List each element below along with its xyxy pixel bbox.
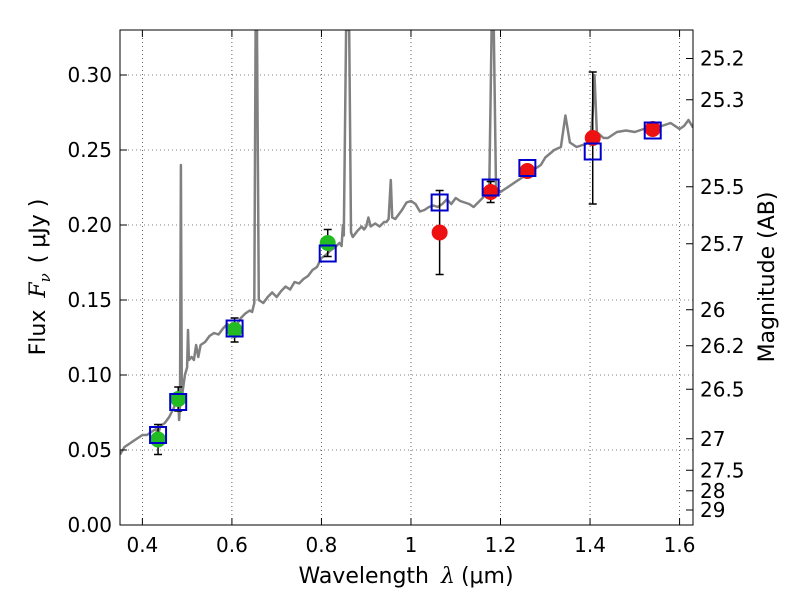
y-tick-label: 0.00: [67, 513, 112, 537]
x-axis-label-unit: (μm): [461, 564, 514, 589]
x-axis-label: Wavelength λ (μm): [298, 564, 513, 589]
model-photometry-square: [318, 244, 337, 263]
y-axis-label-unit: ( μJy ): [26, 199, 51, 264]
model-photometry-square: [643, 121, 662, 140]
tick-marks: [120, 30, 693, 526]
y2-tick-label: 28: [700, 479, 725, 503]
model-photometry-square: [430, 193, 449, 212]
y2-tick-label: 25.2: [700, 47, 745, 71]
y2-tick-label: 27: [700, 427, 725, 451]
y-tick-labels: 0.00 0.05 0.10 0.15 0.20 0.25 0.30: [67, 63, 112, 537]
x-tick-label: 0.6: [216, 533, 248, 557]
optical-point: [150, 431, 167, 448]
y-tick-label: 0.30: [67, 63, 112, 87]
spectrum-line: [120, 30, 693, 456]
model-photometry-square: [149, 426, 168, 444]
x-tick-label: 1.6: [664, 533, 696, 557]
x-tick-label: 1: [405, 533, 418, 557]
model-photometry-square: [583, 142, 602, 161]
model-photometry-square: [169, 393, 188, 411]
y2-tick-label: 25.7: [700, 232, 745, 256]
y-axis-label-prefix: Flux: [26, 310, 51, 356]
x-axis-label-prefix: Wavelength: [298, 564, 429, 589]
ir-point: [482, 184, 499, 200]
x-tick-label: 0.8: [306, 533, 338, 557]
optical-point: [319, 235, 336, 251]
y-tick-label: 0.05: [67, 438, 112, 462]
y-tick-label: 0.20: [67, 213, 112, 237]
y2-tick-label: 26: [700, 298, 725, 322]
x-tick-label: 0.4: [126, 533, 158, 557]
x-tick-label: 1.4: [574, 533, 606, 557]
y2-tick-label: 27.5: [700, 458, 745, 482]
x-axis-label-symbol: λ: [440, 564, 455, 589]
ir-point: [431, 224, 448, 241]
y-axis-label-subscript: ν: [36, 273, 54, 282]
plot-frame: [119, 29, 694, 526]
model-spectrum: [120, 30, 693, 456]
y-tick-label: 0.10: [67, 363, 112, 387]
x-tick-labels: 0.4 0.6 0.8 1 1.2 1.4 1.6: [126, 533, 695, 557]
model-photometry-square: [518, 159, 537, 177]
y-tick-label: 0.15: [67, 288, 112, 312]
y2-tick-label: 25.5: [700, 175, 745, 199]
model-photometry-square: [225, 319, 244, 338]
model-photometry-square: [481, 178, 500, 197]
y2-tick-label: 25.3: [700, 88, 745, 112]
plot-background: [120, 30, 693, 525]
grid-lines: [120, 30, 693, 526]
ir-point: [584, 130, 601, 146]
y-axis-label: Flux Fν ( μJy ): [26, 199, 54, 356]
optical-point: [226, 322, 243, 338]
y-tick-label: 0.25: [67, 138, 112, 162]
y2-axis-label: Magnitude (AB): [755, 192, 780, 363]
x-tick-label: 1.2: [485, 533, 517, 557]
y-axis-label-symbol: F: [26, 282, 51, 299]
y2-tick-label: 29: [700, 498, 725, 522]
y2-tick-label: 26.2: [700, 334, 745, 358]
data-marks: [149, 71, 662, 456]
y2-tick-label: 26.5: [700, 377, 745, 401]
ir-point: [644, 121, 661, 137]
